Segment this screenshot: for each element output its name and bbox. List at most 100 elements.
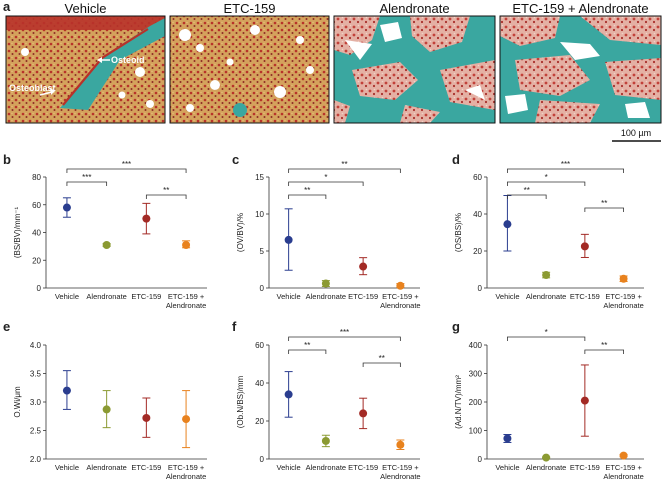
y-axis-label: (OV/BV)/% [236, 213, 245, 252]
data-point [619, 451, 628, 460]
data-point [142, 214, 151, 223]
x-tick-label: Alendronate [380, 301, 420, 310]
panel-letter: d [452, 152, 460, 167]
micrograph-vehicle [5, 15, 166, 124]
panel-letter: e [3, 319, 10, 334]
data-point [503, 434, 512, 443]
data-point [580, 396, 589, 405]
y-tick-label: 15 [255, 173, 264, 182]
significance-label: *** [82, 173, 91, 182]
significance-label: ** [304, 341, 310, 350]
data-point [284, 390, 293, 399]
chart-panel-e: e 2.0 2.5 3.0 3.5 4.0 O.Wi/μm Vehicle Alendronat… [3, 319, 207, 479]
y-tick-label: 300 [469, 370, 483, 379]
x-tick-label: ETC-159 [348, 292, 378, 301]
y-tick-label: 60 [32, 201, 41, 210]
significance-label: * [545, 328, 548, 337]
data-point [580, 242, 589, 251]
y-tick-label: 0 [37, 284, 42, 293]
significance-bracket [288, 181, 364, 186]
significance-bracket [584, 349, 624, 354]
data-point [542, 271, 551, 280]
x-tick-label: ETC-159 [570, 292, 600, 301]
y-tick-label: 20 [32, 256, 41, 265]
y-tick-label: 3.5 [30, 370, 42, 379]
significance-bracket [288, 168, 401, 173]
x-tick-label: Alendronate [86, 292, 126, 301]
significance-bracket [362, 362, 401, 367]
y-axis-label: (OS/BS)/% [454, 213, 463, 252]
y-tick-label: 80 [32, 173, 41, 182]
data-point [321, 436, 330, 445]
data-point [396, 440, 405, 449]
significance-bracket [66, 181, 108, 186]
title-etc159: ETC-159 [223, 1, 275, 16]
x-tick-label: Alendronate [86, 463, 126, 472]
significance-label: *** [340, 328, 349, 337]
y-tick-label: 400 [469, 341, 483, 350]
data-point [182, 415, 191, 424]
data-point [542, 453, 551, 462]
panel-letter: b [3, 152, 11, 167]
micrograph-etc159 [169, 15, 330, 124]
significance-bracket [584, 207, 624, 212]
y-tick-label: 2.5 [30, 427, 42, 436]
data-point [619, 274, 628, 283]
significance-bracket [507, 336, 586, 341]
y-tick-label: 60 [473, 173, 482, 182]
significance-label: ** [379, 354, 385, 363]
title-combo: ETC-159 + Alendronate [512, 1, 648, 16]
x-tick-label: Alendronate [526, 292, 566, 301]
significance-bracket [507, 194, 547, 199]
significance-bracket [288, 336, 401, 341]
significance-bracket [507, 168, 624, 173]
data-point [62, 386, 71, 395]
significance-label: ** [341, 160, 347, 169]
x-tick-label: ETC-159 [131, 463, 161, 472]
significance-label: * [545, 173, 548, 182]
y-tick-label: 2.0 [30, 455, 42, 464]
significance-label: *** [561, 160, 570, 169]
y-tick-label: 0 [260, 284, 265, 293]
significance-label: ** [163, 186, 169, 195]
significance-label: ** [524, 186, 530, 195]
label-osteoblast: Osteoblast [9, 83, 56, 93]
data-point [182, 240, 191, 249]
chart-panel-g: g 0 100 200 300 400 (Ad.N/TV)/mm² Vehicle Alendr… [452, 319, 644, 479]
significance-bracket [145, 194, 187, 199]
x-tick-label: Alendronate [166, 301, 206, 310]
y-axis-label: (Ad.N/TV)/mm² [454, 375, 463, 429]
x-tick-label: ETC-159 + [168, 463, 205, 472]
x-tick-label: ETC-159 + [605, 292, 642, 301]
x-tick-label: Vehicle [277, 292, 301, 301]
significance-bracket [288, 349, 327, 354]
significance-bracket [66, 168, 187, 173]
y-axis-label: O.Wi/μm [13, 386, 22, 418]
y-tick-label: 200 [469, 398, 483, 407]
x-tick-label: Alendronate [166, 472, 206, 479]
significance-label: ** [304, 186, 310, 195]
significance-bracket [507, 181, 586, 186]
y-tick-label: 100 [469, 427, 483, 436]
scale-bar-label: 100 µm [621, 128, 651, 138]
data-point [359, 262, 368, 271]
y-tick-label: 5 [260, 247, 265, 256]
x-tick-label: ETC-159 [348, 463, 378, 472]
x-tick-label: Alendronate [526, 463, 566, 472]
y-tick-label: 4.0 [30, 341, 42, 350]
significance-label: ** [601, 341, 607, 350]
x-tick-label: Vehicle [55, 463, 79, 472]
y-tick-label: 3.0 [30, 398, 42, 407]
x-tick-label: ETC-159 + [382, 463, 419, 472]
y-tick-label: 40 [473, 210, 482, 219]
x-tick-label: Vehicle [55, 292, 79, 301]
title-vehicle: Vehicle [65, 1, 107, 16]
x-tick-label: ETC-159 [570, 463, 600, 472]
data-point [62, 203, 71, 212]
y-tick-label: 0 [478, 455, 483, 464]
x-tick-label: ETC-159 + [382, 292, 419, 301]
